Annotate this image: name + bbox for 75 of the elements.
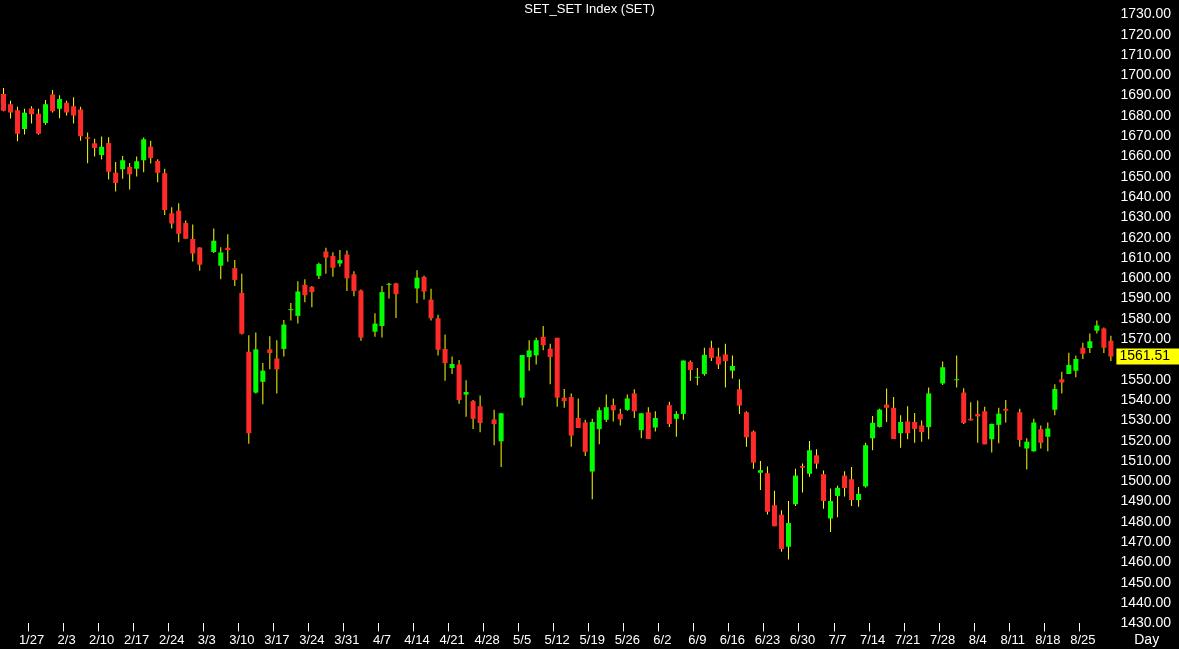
x-tick-label: 2/24: [159, 631, 185, 647]
y-tick-label: 1540.00: [1120, 390, 1172, 407]
x-tick-label: 8/4: [968, 631, 987, 647]
y-tick-label: 1710.00: [1120, 45, 1172, 62]
y-tick-label: 1620.00: [1120, 228, 1172, 245]
x-tick-label: 4/21: [439, 631, 465, 647]
y-tick-label: 1590.00: [1120, 289, 1172, 306]
y-tick-label: 1680.00: [1120, 106, 1172, 123]
x-tick-label: 1/27: [18, 631, 45, 647]
x-tick-label: 3/3: [197, 631, 216, 647]
candlestick: [1003, 400, 1009, 423]
candlestick: [85, 132, 91, 164]
candlestick: [225, 234, 231, 262]
x-tick-label: 6/23: [754, 631, 781, 647]
x-axis-title: Day: [1134, 630, 1160, 647]
x-tick-label: 2/10: [88, 631, 115, 647]
y-tick-label: 1570.00: [1120, 330, 1172, 347]
candlestick: [954, 355, 960, 388]
x-tick-label: 4/14: [404, 631, 430, 647]
y-tick-label: 1520.00: [1120, 431, 1172, 448]
x-tick-label: 8/11: [1000, 631, 1025, 647]
x-tick-label: 6/9: [688, 631, 707, 647]
y-tick-label: 1600.00: [1120, 269, 1172, 286]
x-tick-label: 6/16: [719, 631, 746, 647]
x-tick-label: 7/28: [930, 631, 956, 647]
x-tick-label: 2/3: [57, 631, 76, 647]
x-tick-label: 7/14: [859, 631, 886, 647]
y-tick-label: 1660.00: [1120, 147, 1172, 164]
x-tick-label: 3/10: [229, 631, 255, 647]
y-tick-label: 1580.00: [1120, 309, 1172, 326]
y-tick-label: 1730.00: [1120, 5, 1172, 22]
y-tick-label: 1530.00: [1120, 411, 1172, 428]
y-tick-label: 1720.00: [1120, 25, 1172, 42]
y-tick-label: 1650.00: [1120, 167, 1172, 184]
chart-title: SET_SET Index (SET): [524, 0, 655, 16]
candlestick: [463, 380, 469, 417]
candlestick: [386, 282, 392, 299]
x-tick-label: 2/17: [124, 631, 150, 647]
y-tick-label: 1610.00: [1120, 248, 1172, 265]
y-tick-label: 1550.00: [1120, 370, 1172, 387]
y-tick-label: 1700.00: [1120, 66, 1172, 83]
candlestick: [884, 388, 890, 423]
y-tick-label: 1500.00: [1120, 472, 1172, 489]
y-tick-label: 1440.00: [1120, 593, 1172, 610]
y-tick-label: 1670.00: [1120, 127, 1172, 144]
x-tick-label: 8/18: [1035, 631, 1061, 647]
x-tick-label: 5/26: [614, 631, 640, 647]
x-tick-label: 5/5: [513, 631, 532, 647]
x-tick-label: 5/12: [544, 631, 570, 647]
y-tick-label: 1490.00: [1120, 492, 1172, 509]
text: 1561.51: [1119, 347, 1171, 364]
y-tick-label: 1450.00: [1120, 573, 1172, 590]
candlestick: [694, 368, 700, 386]
x-tick-label: 6/30: [789, 631, 816, 647]
x-tick-label: 3/17: [264, 631, 290, 647]
y-tick-label: 1480.00: [1120, 512, 1172, 529]
y-tick-label: 1430.00: [1120, 614, 1172, 631]
x-tick-label: 3/31: [334, 631, 360, 647]
y-tick-label: 1690.00: [1120, 86, 1172, 103]
x-tick-label: 4/28: [474, 631, 500, 647]
x-tick-label: 6/2: [653, 631, 672, 647]
x-tick-label: 7/21: [894, 631, 921, 647]
y-tick-label: 1630.00: [1120, 208, 1172, 225]
x-tick-label: 3/24: [299, 631, 325, 647]
x-tick-label: 7/7: [828, 631, 847, 647]
y-tick-label: 1640.00: [1120, 187, 1172, 204]
y-tick-label: 1460.00: [1120, 553, 1172, 570]
candlestick: [800, 463, 805, 493]
x-tick-label: 4/7: [372, 631, 392, 647]
y-tick-label: 1470.00: [1120, 533, 1172, 550]
y-tick-label: 1510.00: [1120, 451, 1172, 468]
candlestick: [757, 461, 763, 491]
candlestick: [288, 303, 294, 321]
x-tick-label: 5/19: [579, 631, 605, 647]
x-tick-label: 8/25: [1070, 631, 1096, 647]
